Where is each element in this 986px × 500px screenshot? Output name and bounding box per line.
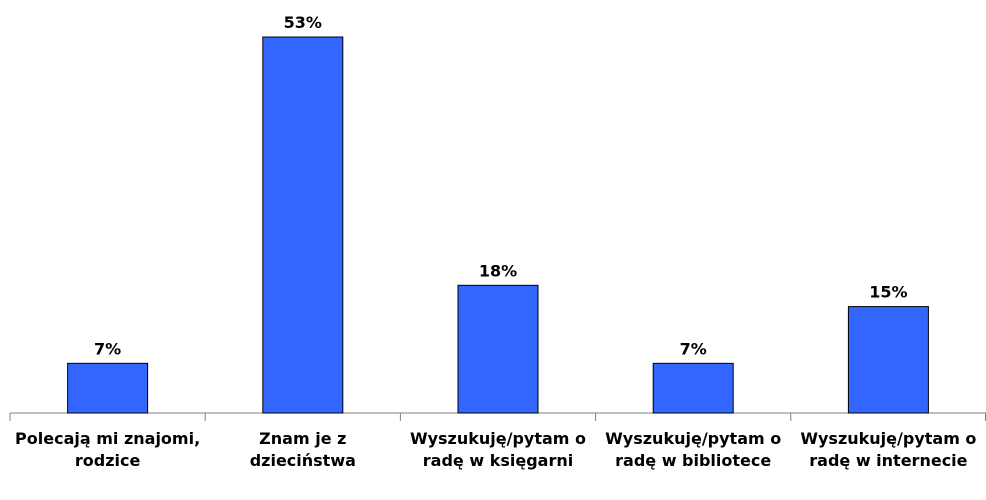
value-label: 7% xyxy=(94,339,121,358)
value-label: 7% xyxy=(680,339,707,358)
bar xyxy=(652,362,734,414)
bar xyxy=(457,284,539,414)
x-tick-label: Polecają mi znajomi, rodzice xyxy=(15,429,201,470)
value-label: 53% xyxy=(284,13,322,32)
x-tick-label: Wyszukuję/pytam o radę w internecie xyxy=(800,429,977,470)
bar xyxy=(262,36,344,414)
x-tick-label: Znam je z dzieciństwa xyxy=(249,429,356,470)
x-tick-label: Wyszukuję/pytam o radę w bibliotece xyxy=(605,429,782,470)
bar xyxy=(67,362,149,414)
bar xyxy=(847,306,929,414)
value-label: 15% xyxy=(869,283,907,302)
x-tick-label: Wyszukuję/pytam o radę w księgarni xyxy=(409,429,587,470)
value-label: 18% xyxy=(479,261,517,280)
